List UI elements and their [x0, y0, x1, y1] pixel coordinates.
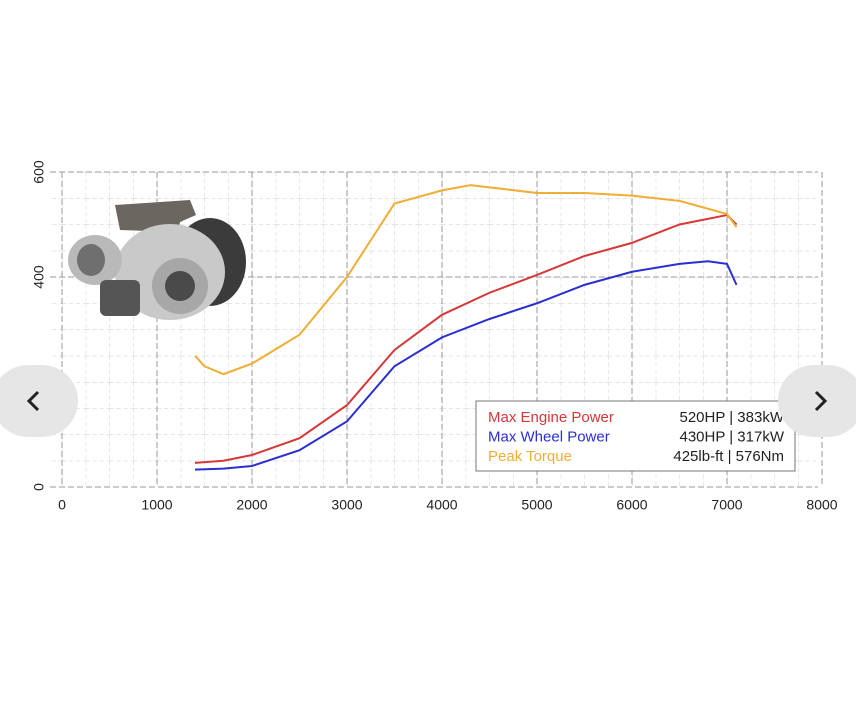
legend-value: 430HP | 317kW	[679, 428, 784, 445]
series-line	[194, 184, 738, 376]
legend-value: 425lb-ft | 576Nm	[673, 448, 784, 465]
legend-label: Max Engine Power	[488, 409, 614, 426]
y-tick-label: 600	[31, 160, 47, 184]
legend-label: Max Wheel Power	[488, 428, 610, 445]
chevron-right	[814, 390, 828, 412]
x-tick-label: 4000	[426, 497, 457, 513]
x-tick-label: 7000	[711, 497, 742, 513]
x-tick-label: 6000	[616, 497, 647, 513]
legend-box	[475, 400, 796, 472]
previous-button[interactable]	[0, 365, 78, 437]
legend-label: Peak Torque	[488, 448, 572, 465]
series-line	[194, 260, 738, 471]
x-tick-label: 1000	[141, 497, 172, 513]
next-button[interactable]	[778, 365, 856, 437]
y-tick-label: 400	[31, 265, 47, 289]
x-tick-label: 5000	[521, 497, 552, 513]
x-tick-label: 0	[58, 497, 66, 513]
plot-area	[194, 184, 738, 471]
y-tick-label: 0	[31, 483, 47, 491]
legend: Max Engine Power 520HP | 383kW Max Wheel P…	[488, 409, 785, 465]
chevron-left	[26, 390, 40, 412]
turbo-image	[68, 200, 246, 320]
x-tick-label: 2000	[236, 497, 267, 513]
x-tick-label: 3000	[331, 497, 362, 513]
legend-value: 520HP | 383kW	[679, 409, 784, 426]
x-tick-label: 8000	[806, 497, 837, 513]
series-line	[194, 213, 738, 464]
